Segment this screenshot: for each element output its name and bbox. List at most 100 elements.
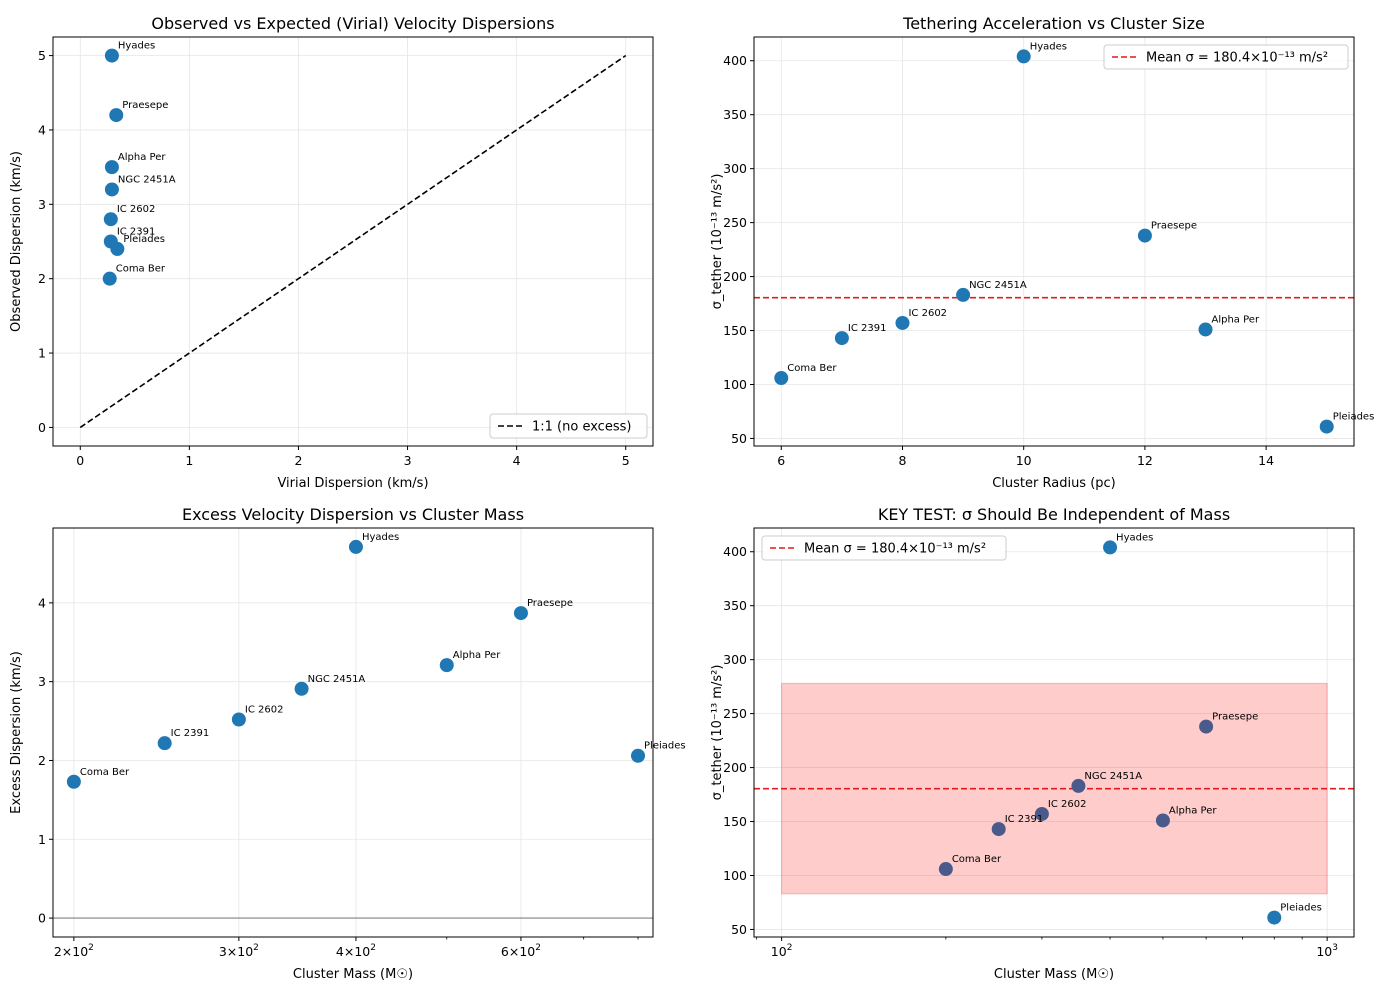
panel-key-test-mass: Hyades Praesepe NGC 2451A IC 2602 Alpha Per I…	[710, 505, 1355, 982]
y-axis-label: σ_tether (10⁻¹³ m/s²)	[710, 665, 725, 801]
legend: 1:1 (no excess)	[489, 413, 648, 439]
point-label: Praesepe	[122, 100, 168, 111]
panel-tether-vs-radius: Hyades Praesepe NGC 2451A IC 2602 Alpha Per I…	[710, 14, 1374, 491]
point-label: IC 2602	[117, 204, 156, 215]
y-tick-label: 0	[38, 420, 46, 435]
data-point	[1137, 228, 1152, 243]
chart-title: Excess Velocity Dispersion vs Cluster Ma…	[182, 505, 524, 524]
axes-frame	[52, 36, 654, 447]
x-tick-exponent: 2	[370, 943, 376, 953]
panel-excess-vs-mass: Hyades Praesepe Alpha Per NGC 2451A IC 2602 I…	[9, 505, 686, 982]
x-tick-label: 8	[899, 453, 907, 468]
x-tick-label: 4×102	[336, 943, 376, 959]
x-tick-label: 3×102	[219, 943, 259, 959]
y-tick-label: 0	[38, 911, 46, 926]
chart-title: Tethering Acceleration vs Cluster Size	[902, 14, 1205, 33]
point-label: NGC 2451A	[1084, 771, 1142, 782]
y-tick-label: 2	[38, 271, 46, 286]
point-label: IC 2602	[245, 704, 284, 715]
data-point	[1267, 910, 1282, 925]
point-label: Alpha Per	[1169, 805, 1217, 816]
legend-label: 1:1 (no excess)	[532, 420, 631, 435]
x-tick-exponent: 2	[787, 943, 793, 953]
data-point	[110, 241, 125, 256]
panel-observed-vs-virial: Hyades Praesepe Alpha Per NGC 2451A IC 2602 I…	[9, 14, 654, 491]
y-tick-label: 400	[723, 544, 747, 559]
data-point	[294, 681, 309, 696]
y-tick-label: 250	[723, 706, 747, 721]
axes-frame	[753, 527, 1355, 938]
point-label: Alpha Per	[453, 650, 501, 661]
point-label: IC 2391	[171, 728, 210, 739]
point-label: Praesepe	[1151, 221, 1197, 232]
point-label: Pleiades	[644, 741, 686, 752]
point-label: Pleiades	[1280, 903, 1322, 914]
x-tick-label: 2×102	[54, 943, 94, 959]
y-axis-label: Excess Dispersion (km/s)	[9, 651, 24, 814]
data-point	[834, 331, 849, 346]
legend: Mean σ = 180.4×10⁻¹³ m/s²	[1103, 44, 1349, 70]
y-tick-label: 300	[723, 652, 747, 667]
legend: Mean σ = 180.4×10⁻¹³ m/s²	[761, 535, 1007, 561]
data-point	[1103, 540, 1118, 555]
legend-box	[1103, 44, 1349, 70]
y-tick-label: 5	[38, 48, 46, 63]
data-point	[439, 658, 454, 673]
legend-label: Mean σ = 180.4×10⁻¹³ m/s²	[804, 542, 986, 557]
x-tick-label: 12	[1137, 453, 1153, 468]
x-tick-label: 3	[404, 453, 412, 468]
point-label: Hyades	[118, 41, 155, 52]
y-tick-label: 350	[723, 107, 747, 122]
x-axis-label: Virial Dispersion (km/s)	[277, 476, 428, 491]
x-tick-exponent: 2	[253, 943, 259, 953]
y-tick-label: 100	[723, 868, 747, 883]
y-tick-label: 250	[723, 215, 747, 230]
y-axis-label: Observed Dispersion (km/s)	[9, 151, 24, 332]
x-tick-label: 0	[76, 453, 84, 468]
y-tick-label: 200	[723, 760, 747, 775]
data-point	[104, 48, 119, 63]
y-tick-label: 400	[723, 53, 747, 68]
y-tick-label: 3	[38, 197, 46, 212]
x-tick-label: 6×102	[501, 943, 541, 959]
legend-box	[489, 413, 648, 439]
data-point	[157, 736, 172, 751]
x-tick-label: 5	[622, 453, 630, 468]
data-point	[348, 539, 363, 554]
chart-title: Observed vs Expected (Virial) Velocity D…	[151, 14, 554, 33]
y-tick-label: 4	[38, 595, 46, 610]
y-tick-label: 50	[731, 431, 747, 446]
x-axis-label: Cluster Radius (pc)	[992, 476, 1116, 491]
point-label: Praesepe	[527, 598, 573, 609]
point-label: Coma Ber	[952, 854, 1002, 865]
y-tick-label: 350	[723, 598, 747, 613]
data-point	[1071, 778, 1086, 793]
y-tick-label: 2	[38, 753, 46, 768]
data-point	[631, 748, 646, 763]
x-axis-label: Cluster Mass (M☉)	[293, 967, 413, 982]
x-tick-exponent: 2	[88, 943, 94, 953]
y-tick-label: 1	[38, 346, 46, 361]
y-tick-label: 1	[38, 832, 46, 847]
data-point	[103, 212, 118, 227]
data-point	[1016, 49, 1031, 64]
point-label: IC 2391	[848, 323, 887, 334]
x-tick-label: 6	[777, 453, 785, 468]
data-point	[895, 315, 910, 330]
point-label: IC 2391	[1005, 814, 1044, 825]
point-label: Coma Ber	[116, 264, 166, 275]
legend-box	[761, 535, 1007, 561]
point-label: IC 2391	[117, 227, 156, 238]
x-tick-exponent: 3	[1332, 943, 1338, 953]
x-tick-exponent: 2	[535, 943, 541, 953]
y-tick-label: 100	[723, 377, 747, 392]
y-tick-label: 3	[38, 674, 46, 689]
point-label: Coma Ber	[80, 767, 130, 778]
point-label: IC 2602	[908, 308, 947, 319]
data-point	[102, 271, 117, 286]
x-tick-label: 14	[1258, 453, 1274, 468]
point-label: Hyades	[1030, 41, 1067, 52]
y-tick-label: 300	[723, 161, 747, 176]
x-tick-label: 1	[185, 453, 193, 468]
